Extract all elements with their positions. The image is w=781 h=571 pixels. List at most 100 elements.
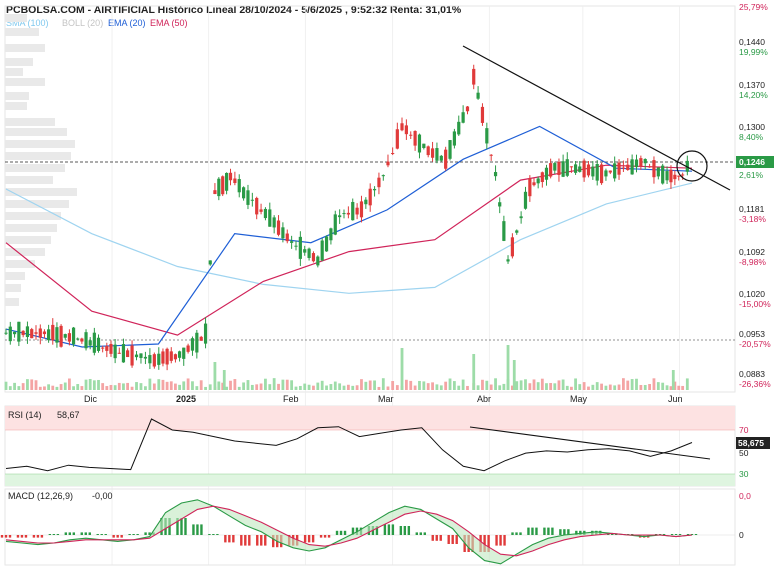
candle-body	[409, 134, 413, 136]
volume-profile-bar	[5, 164, 65, 172]
volume-bar	[377, 386, 381, 390]
candle-body	[617, 162, 621, 175]
macd-histogram-bar	[447, 535, 450, 544]
candle-body	[578, 166, 582, 172]
volume-bar	[600, 383, 603, 390]
volume-bar	[325, 385, 328, 390]
volume-profile-bar	[5, 212, 61, 220]
volume-bar	[113, 385, 117, 390]
volume-bar	[444, 381, 448, 390]
month-label-dic: Dic	[84, 394, 97, 404]
candle-body	[105, 346, 109, 351]
candle-body	[515, 230, 519, 233]
volume-bar	[59, 384, 63, 390]
macd-histogram-bar	[674, 534, 678, 535]
volume-bar	[561, 379, 565, 390]
candle-body	[96, 337, 101, 351]
volume-profile-bar	[5, 284, 21, 292]
volume-bar	[386, 386, 390, 390]
candle-body	[346, 212, 350, 215]
candle-body	[71, 327, 76, 345]
volume-bar	[229, 380, 232, 390]
macd-histogram-bar	[128, 534, 131, 535]
macd-histogram-bar	[662, 534, 666, 535]
candle-body	[51, 324, 55, 341]
macd-histogram-bar	[96, 534, 99, 535]
month-label-abr: Abr	[477, 394, 491, 404]
macd-histogram-bar	[694, 534, 698, 535]
candle-body	[519, 216, 523, 219]
candle-body	[186, 345, 190, 352]
candle-body	[661, 165, 665, 184]
volume-bar	[312, 385, 315, 390]
macd-histogram-bar	[327, 535, 331, 538]
volume-bar	[255, 384, 259, 390]
candle-body	[242, 187, 246, 199]
macd-histogram-bar	[351, 527, 355, 535]
candle-body	[88, 340, 92, 346]
macd-histogram-bar	[68, 532, 72, 535]
month-label-may: May	[570, 394, 588, 404]
candle-body	[177, 351, 182, 358]
macd-histogram-bar	[375, 526, 379, 535]
macd-histogram-bar	[4, 535, 8, 538]
candle-body	[430, 148, 435, 158]
legend-sma-100: SMA (100)	[6, 18, 49, 28]
candle-body	[377, 177, 381, 188]
volume-profile-bar	[5, 272, 25, 280]
macd-histogram-bar	[244, 535, 247, 546]
volume-bar	[92, 380, 96, 390]
rsi-tick-30: 30	[739, 469, 749, 479]
macd-label: MACD (12,26,9)	[8, 491, 73, 501]
candle-body	[536, 178, 540, 184]
candle-body	[152, 354, 156, 367]
candle-body	[586, 164, 591, 176]
volume-bar	[13, 382, 16, 390]
macd-value: -0,00	[92, 491, 113, 501]
volume-bar	[595, 382, 599, 390]
volume-bar	[404, 379, 408, 390]
candle-body	[608, 170, 612, 173]
volume-bar	[277, 383, 280, 390]
ema-50-line	[5, 164, 693, 336]
candle-body	[228, 172, 233, 181]
macd-histogram-bar	[260, 535, 263, 546]
volume-bar	[38, 386, 42, 390]
volume-bar	[246, 380, 250, 390]
macd-histogram-bar	[455, 535, 458, 544]
volume-profile-bar	[5, 118, 55, 126]
candle-body	[4, 332, 8, 334]
volume-bar	[316, 382, 320, 390]
candle-body	[599, 164, 604, 184]
volume-bar	[643, 384, 647, 390]
volume-bar	[528, 383, 532, 390]
macd-histogram-bar	[319, 535, 323, 538]
volume-bar	[105, 386, 109, 390]
volume-profile-bar	[5, 248, 45, 256]
candle-body	[540, 172, 544, 183]
volume-bar	[144, 386, 147, 390]
candle-body	[465, 106, 470, 112]
candle-body	[417, 134, 422, 153]
candle-body	[161, 351, 165, 364]
volume-bar	[355, 385, 359, 390]
rsi-tick-70: 70	[739, 425, 749, 435]
candle-body	[582, 160, 586, 178]
rsi-current-label: 58,675	[738, 438, 764, 448]
macd-histogram-bar	[495, 535, 498, 546]
volume-bar	[395, 385, 399, 390]
macd-histogram-bar	[527, 527, 530, 535]
volume-profile-bar	[5, 298, 19, 306]
volume-bar	[148, 378, 152, 390]
candle-body	[422, 143, 426, 148]
volume-bar	[565, 385, 569, 390]
macd-histogram-bar	[487, 535, 490, 552]
candle-body	[67, 333, 72, 342]
candle-body	[182, 347, 186, 359]
macd-histogram-bar	[116, 535, 119, 538]
macd-line	[5, 499, 693, 565]
volume-bar	[80, 386, 84, 390]
volume-bar	[452, 381, 456, 390]
volume-bar	[360, 379, 363, 390]
candle-body	[461, 112, 465, 123]
